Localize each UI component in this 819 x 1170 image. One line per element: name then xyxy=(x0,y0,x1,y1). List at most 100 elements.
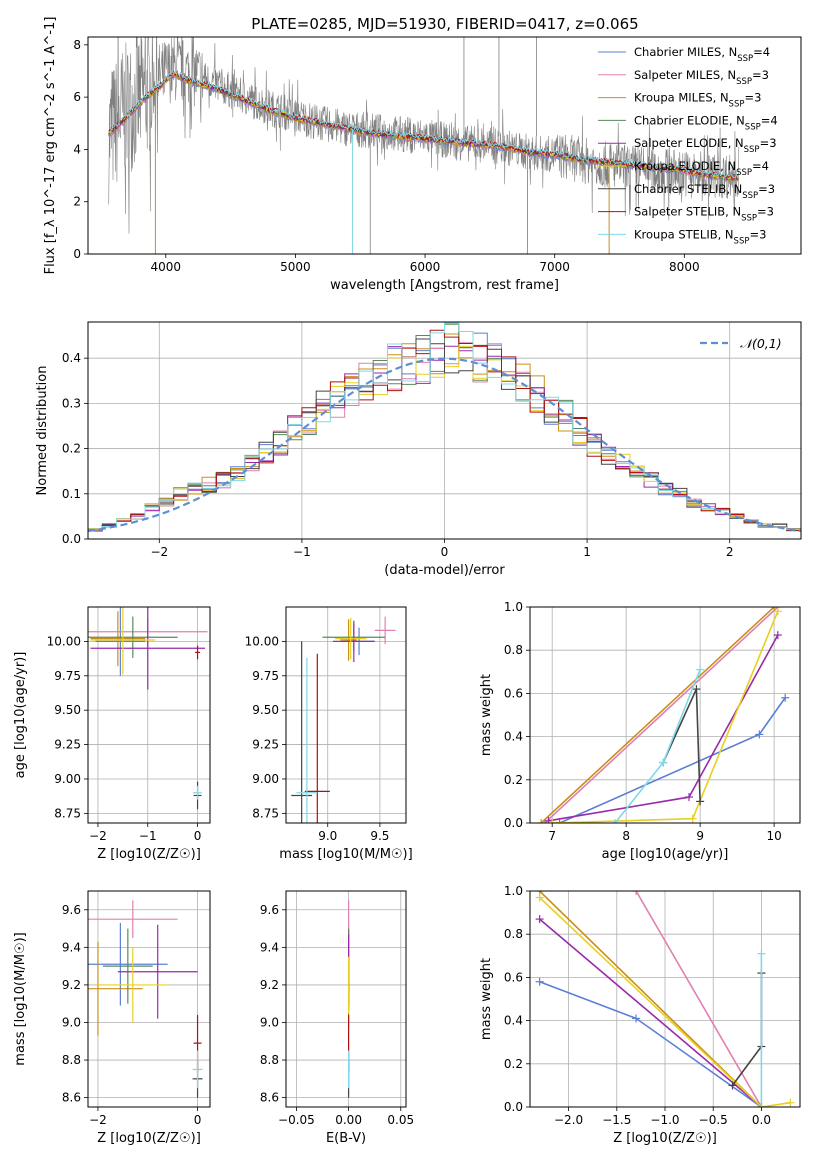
y-tick-label: 1.0 xyxy=(504,884,523,898)
x-tick-label: 6000 xyxy=(410,260,441,274)
y-tick-label: 8.6 xyxy=(260,1091,279,1105)
chart-z-mass: −2 0 8.6 8.8 9.0 9.2 9.4 9.6 Z [log10(Z/Z☉)] mass… xyxy=(13,890,211,1146)
chart-residuals: −2 −1 0 1 2 0.0 0.1 0.2 0.3 0.4 (data-model)/error… xyxy=(35,321,802,578)
y-tick-label: 0 xyxy=(73,247,81,261)
legend: 𝒩(0,1) xyxy=(700,336,782,351)
figure-title: PLATE=0285, MJD=51930, FIBERID=0417, z=0… xyxy=(251,15,638,33)
weight-line-kroupa_elodie xyxy=(552,610,779,823)
x-tick-label: 2 xyxy=(726,545,734,559)
plot-frame xyxy=(285,890,407,1108)
y-tick-label: 4 xyxy=(73,142,81,156)
y-tick-label: 9.50 xyxy=(54,703,81,717)
weight-line-salpeter_miles xyxy=(544,607,779,823)
chart-marks xyxy=(108,37,740,254)
x-axis-label: E(B-V) xyxy=(326,1131,366,1146)
y-tick-label: 9.75 xyxy=(54,669,81,683)
x-axis-label: mass [log10(M/M☉)] xyxy=(279,847,412,862)
x-tick-label: −1.0 xyxy=(650,1113,679,1127)
x-tick-label: −1.5 xyxy=(602,1113,631,1127)
x-axis-label: age [log10(age/yr)] xyxy=(602,847,729,862)
y-axis-label: Normed distribution xyxy=(35,366,50,496)
x-tick-label: 1 xyxy=(583,545,591,559)
y-axis-label: mass [log10(M/M☉)] xyxy=(13,932,28,1065)
x-tick-label: 9.0 xyxy=(318,829,337,843)
y-tick-label: 9.6 xyxy=(62,903,81,917)
x-tick-label: 9.5 xyxy=(370,829,389,843)
y-tick-label: 9.0 xyxy=(260,1015,279,1029)
legend-label: Kroupa MILES, NSSP=3 xyxy=(634,91,761,110)
y-axis-label: Flux [f_λ 10^-17 erg cm^-2 s^-1 A^-1] xyxy=(43,17,58,275)
x-axis-label: Z [log10(Z/Z☉)] xyxy=(97,847,201,862)
weight-line-chabrier_miles xyxy=(559,697,786,823)
y-tick-label: 0.0 xyxy=(504,816,523,830)
y-tick-label: 0.4 xyxy=(504,730,523,744)
weight-line-salpeter_miles xyxy=(635,891,763,1107)
chart-marks xyxy=(291,616,396,823)
histogram-kroupa_stelib xyxy=(88,322,801,531)
x-axis-label: Z [log10(Z/Z☉)] xyxy=(97,1131,201,1146)
model-line-salpeter_stelib xyxy=(108,69,739,179)
plot-frame xyxy=(529,890,801,1108)
y-tick-label: 8.75 xyxy=(252,806,279,820)
chart-z-weight: −2.0 −1.5 −1.0 −0.5 0.0 0.0 0.2 0.4 0.6 0.8 1.0 Z [… xyxy=(479,884,801,1146)
x-tick-label: 0 xyxy=(441,545,449,559)
weight-line-salpeter_elodie xyxy=(539,918,762,1107)
x-tick-label: −1 xyxy=(293,545,311,559)
y-tick-label: 0.2 xyxy=(504,773,523,787)
y-tick-label: 0.6 xyxy=(504,970,523,984)
weight-line-salpeter_elodie xyxy=(548,634,779,822)
model-line-kroupa_stelib xyxy=(108,69,739,180)
chart-spectrum: 4000 5000 6000 7000 8000 0 2 4 6 8 wavelength [Ang… xyxy=(43,17,802,293)
x-tick-label: 0 xyxy=(194,829,202,843)
y-tick-label: 6 xyxy=(73,90,81,104)
y-tick-label: 0.1 xyxy=(62,487,81,501)
x-axis-label: (data-model)/error xyxy=(384,563,505,578)
x-tick-label: −1 xyxy=(139,829,157,843)
model-line-chabrier_elodie xyxy=(108,71,739,182)
legend-label: Chabrier ELODIE, NSSP=4 xyxy=(634,113,778,132)
gaussian-curve xyxy=(88,357,801,533)
x-tick-label: 8 xyxy=(622,829,630,843)
y-tick-label: 9.4 xyxy=(62,940,81,954)
y-tick-label: 9.6 xyxy=(260,903,279,917)
y-axis-label: age [log10(age/yr)] xyxy=(13,652,28,779)
legend-label: Salpeter MILES, NSSP=3 xyxy=(634,68,769,87)
x-axis-label: wavelength [Angstrom, rest frame] xyxy=(330,278,559,293)
y-tick-label: 0.0 xyxy=(504,1100,523,1114)
y-tick-label: 9.0 xyxy=(62,1015,81,1029)
y-tick-label: 8.6 xyxy=(62,1091,81,1105)
plot-frame xyxy=(87,890,211,1108)
y-tick-label: 10.00 xyxy=(47,634,81,648)
y-tick-label: 9.75 xyxy=(252,669,279,683)
x-tick-label: 0 xyxy=(194,1113,202,1127)
y-tick-label: 0.4 xyxy=(504,1014,523,1028)
y-tick-label: 10.00 xyxy=(245,634,279,648)
y-tick-label: 2 xyxy=(73,195,81,209)
plot-frame xyxy=(285,606,407,824)
y-tick-label: 0.3 xyxy=(62,396,81,410)
y-tick-label: 0.4 xyxy=(62,351,81,365)
chart-marks xyxy=(88,900,203,1098)
x-axis-label: Z [log10(Z/Z☉)] xyxy=(613,1131,717,1146)
y-tick-label: 9.00 xyxy=(252,772,279,786)
x-tick-label: 10 xyxy=(766,829,781,843)
y-tick-label: 0.6 xyxy=(504,686,523,700)
x-tick-label: −2 xyxy=(89,829,107,843)
x-tick-label: −2.0 xyxy=(554,1113,583,1127)
chart-z-age: −2 −1 0 8.75 9.00 9.25 9.50 9.75 10.00 Z [log10(Z… xyxy=(13,606,211,862)
y-tick-label: 9.2 xyxy=(62,978,81,992)
plot-frame xyxy=(529,606,801,824)
chart-marks xyxy=(537,607,790,823)
y-tick-label: 0.8 xyxy=(504,927,523,941)
y-tick-label: 0.2 xyxy=(504,1057,523,1071)
legend-label: 𝒩(0,1) xyxy=(740,336,782,351)
x-tick-label: −0.5 xyxy=(699,1113,728,1127)
x-tick-label: 7 xyxy=(548,829,556,843)
x-tick-label: 8000 xyxy=(669,260,700,274)
chart-ebv-mass: −0.05 0.00 0.05 8.6 8.8 9.0 9.2 9.4 9.6 E(B-V) xyxy=(260,890,414,1146)
chart-age-weight: 7 8 9 10 0.0 0.2 0.4 0.6 0.8 1.0 age [log10(age/yr… xyxy=(479,600,801,862)
legend-label: Chabrier MILES, NSSP=4 xyxy=(634,45,770,64)
x-tick-label: 9 xyxy=(696,829,704,843)
x-tick-label: 5000 xyxy=(280,260,311,274)
